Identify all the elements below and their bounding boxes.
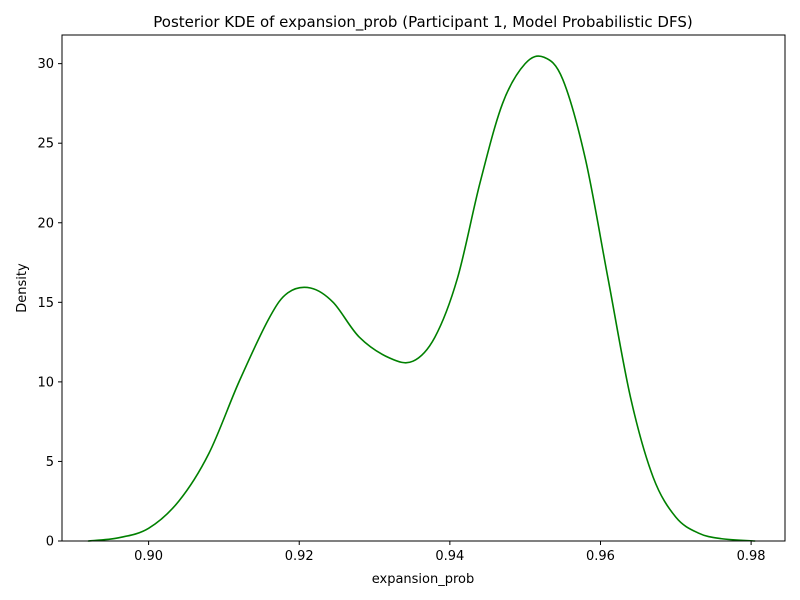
x-axis-label: expansion_prob <box>372 572 475 587</box>
y-tick-label: 10 <box>37 375 54 390</box>
chart-title: Posterior KDE of expansion_prob (Partici… <box>153 13 692 32</box>
x-tick-label: 0.92 <box>285 549 314 564</box>
x-tick-label: 0.90 <box>134 549 163 564</box>
y-tick-label: 5 <box>46 455 54 470</box>
y-axis-ticks: 0 5 10 15 20 25 30 <box>37 57 62 550</box>
y-tick-label: 30 <box>37 57 54 72</box>
axes-frame <box>61 34 786 542</box>
x-tick-label: 0.98 <box>737 549 766 564</box>
y-tick-label: 25 <box>37 137 54 152</box>
y-tick-label: 0 <box>46 535 54 550</box>
plot-area <box>87 55 756 542</box>
y-axis-label: Density <box>15 263 30 313</box>
kde-curve <box>87 55 756 542</box>
x-tick-label: 0.96 <box>586 549 615 564</box>
y-tick-label: 20 <box>37 216 54 231</box>
x-axis-ticks: 0.90 0.92 0.94 0.96 0.98 <box>134 541 766 564</box>
x-tick-label: 0.94 <box>435 549 464 564</box>
y-tick-label: 15 <box>37 296 54 311</box>
